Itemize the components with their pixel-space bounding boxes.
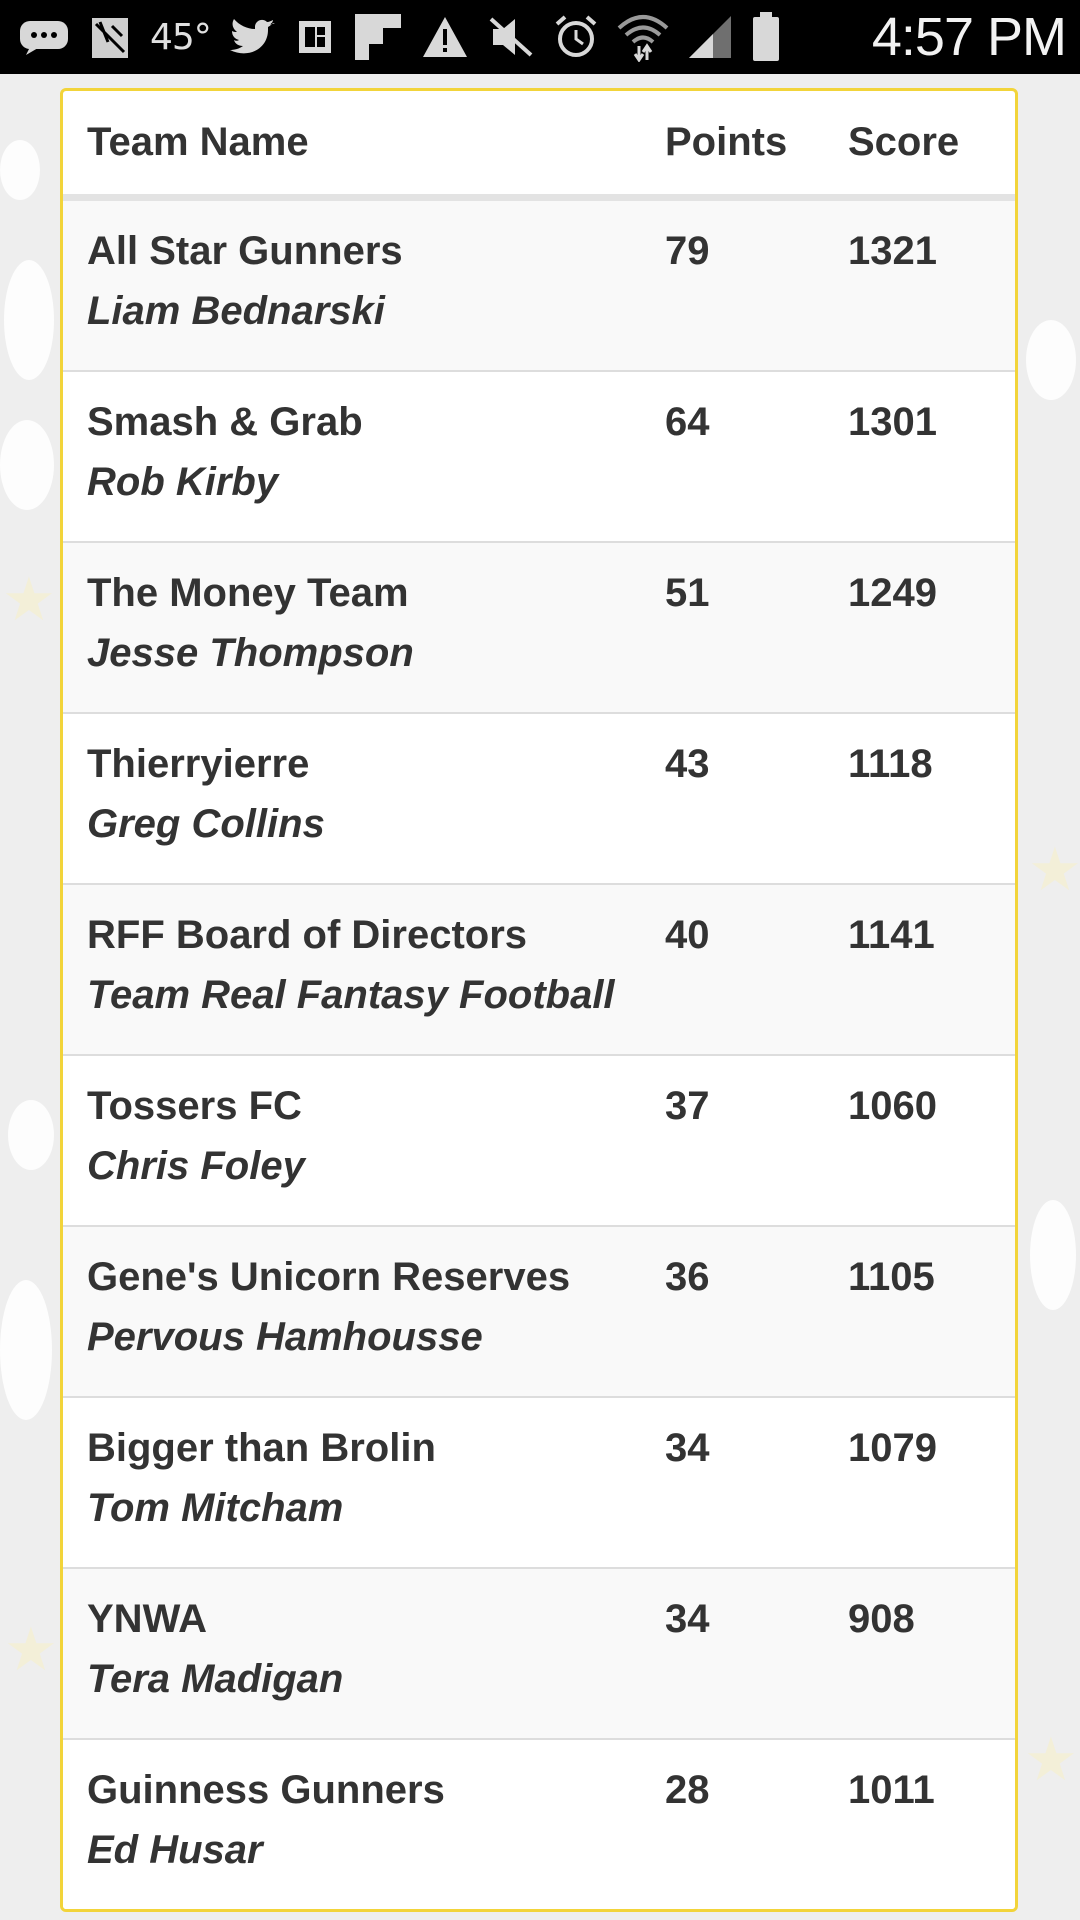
team-cell: Bigger than Brolin Tom Mitcham	[63, 1424, 665, 1567]
score-cell: 1079	[848, 1426, 937, 1470]
points-cell: 37	[665, 1084, 710, 1128]
points-cell: 79	[665, 229, 710, 273]
clock: 4:57 PM	[871, 7, 1067, 67]
flipboard-f-icon	[353, 9, 403, 65]
table-row[interactable]: Gene's Unicorn Reserves Pervous Hamhousse…	[63, 1227, 1015, 1398]
points-cell: 51	[665, 571, 710, 615]
points-cell: 40	[665, 913, 710, 957]
table-row[interactable]: RFF Board of Directors Team Real Fantasy …	[63, 885, 1015, 1056]
temperature-label: 45°	[150, 16, 212, 58]
score-cell: 1141	[848, 913, 935, 957]
team-cell: YNWA Tera Madigan	[63, 1595, 665, 1738]
table-row[interactable]: YNWA Tera Madigan 34 908	[63, 1569, 1015, 1740]
header-points[interactable]: Points	[665, 120, 788, 164]
team-name: Tossers FC	[87, 1084, 302, 1128]
points-cell: 34	[665, 1597, 710, 1641]
points-cell: 36	[665, 1255, 710, 1299]
background-splat	[0, 140, 40, 200]
manager-name: Ed Husar	[87, 1828, 263, 1872]
background-splat	[0, 420, 54, 510]
table-row[interactable]: All Star Gunners Liam Bednarski 79 1321	[63, 201, 1015, 372]
warning-icon	[421, 9, 469, 65]
wifi-icon	[617, 9, 669, 65]
points-cell: 34	[665, 1426, 710, 1470]
table-row[interactable]: Tossers FC Chris Foley 37 1060	[63, 1056, 1015, 1227]
points-cell: 43	[665, 742, 710, 786]
team-cell: RFF Board of Directors Team Real Fantasy …	[63, 911, 665, 1054]
flipboard-icon	[295, 9, 335, 65]
team-name: YNWA	[87, 1597, 207, 1641]
manager-name: Rob Kirby	[87, 460, 279, 504]
signal-icon	[687, 9, 733, 65]
points-cell: 28	[665, 1768, 710, 1812]
table-row[interactable]: Smash & Grab Rob Kirby 64 1301	[63, 372, 1015, 543]
team-cell: All Star Gunners Liam Bednarski	[63, 227, 665, 370]
score-cell: 1060	[848, 1084, 937, 1128]
header-score[interactable]: Score	[848, 120, 960, 164]
header-team-name[interactable]: Team Name	[87, 120, 309, 164]
background-star: ★	[2, 566, 56, 633]
table-row[interactable]: Thierryierre Greg Collins 43 1118	[63, 714, 1015, 885]
score-cell: 1118	[848, 742, 933, 786]
manager-name: Greg Collins	[87, 802, 325, 846]
team-cell: Tossers FC Chris Foley	[63, 1082, 665, 1225]
team-name: Gene's Unicorn Reserves	[87, 1255, 571, 1299]
background-splat	[1026, 320, 1076, 400]
battery-icon	[751, 9, 781, 65]
gallery-icon	[88, 9, 132, 65]
background-splat	[4, 260, 54, 380]
manager-name: Pervous Hamhousse	[87, 1315, 483, 1359]
background-star: ★	[1028, 836, 1080, 903]
score-cell: 1321	[848, 229, 937, 273]
points-cell: 64	[665, 400, 710, 444]
weather-icon: 45°	[150, 9, 212, 65]
team-name: All Star Gunners	[87, 229, 403, 273]
background-star: ★	[1024, 1726, 1078, 1793]
standings-table: Team Name Points Score All Star Gunners L…	[60, 88, 1018, 1912]
team-cell: Smash & Grab Rob Kirby	[63, 398, 665, 541]
score-cell: 1105	[848, 1255, 935, 1299]
team-cell: Thierryierre Greg Collins	[63, 740, 665, 883]
messages-icon	[18, 9, 70, 65]
alarm-icon	[553, 9, 599, 65]
background-star: ★	[4, 1616, 58, 1683]
table-body: All Star Gunners Liam Bednarski 79 1321 Smas…	[63, 201, 1015, 1909]
twitter-icon	[229, 9, 277, 65]
manager-name: Liam Bednarski	[87, 289, 385, 333]
score-cell: 1011	[848, 1768, 935, 1812]
table-header: Team Name Points Score	[63, 91, 1015, 201]
background-splat	[8, 1100, 54, 1170]
score-cell: 1301	[848, 400, 937, 444]
manager-name: Jesse Thompson	[87, 631, 414, 675]
status-bar: 45° 4:57 PM	[0, 0, 1080, 74]
score-cell: 1249	[848, 571, 937, 615]
background-splat	[0, 1280, 52, 1420]
team-name: Smash & Grab	[87, 400, 363, 444]
team-cell: The Money Team Jesse Thompson	[63, 569, 665, 712]
team-name: Bigger than Brolin	[87, 1426, 436, 1470]
notification-icons: 45°	[18, 9, 872, 65]
team-name: Thierryierre	[87, 742, 310, 786]
background-splat	[1030, 1200, 1076, 1310]
manager-name: Team Real Fantasy Football	[87, 973, 615, 1017]
team-name: Guinness Gunners	[87, 1768, 445, 1812]
manager-name: Tom Mitcham	[87, 1486, 344, 1530]
table-row[interactable]: Guinness Gunners Ed Husar 28 1011	[63, 1740, 1015, 1909]
manager-name: Tera Madigan	[87, 1657, 344, 1701]
table-row[interactable]: Bigger than Brolin Tom Mitcham 34 1079	[63, 1398, 1015, 1569]
team-cell: Gene's Unicorn Reserves Pervous Hamhousse	[63, 1253, 665, 1396]
table-row[interactable]: The Money Team Jesse Thompson 51 1249	[63, 543, 1015, 714]
team-name: The Money Team	[87, 571, 409, 615]
team-cell: Guinness Gunners Ed Husar	[63, 1766, 665, 1909]
manager-name: Chris Foley	[87, 1144, 305, 1188]
score-cell: 908	[848, 1597, 915, 1641]
mute-icon	[487, 9, 535, 65]
team-name: RFF Board of Directors	[87, 913, 528, 957]
